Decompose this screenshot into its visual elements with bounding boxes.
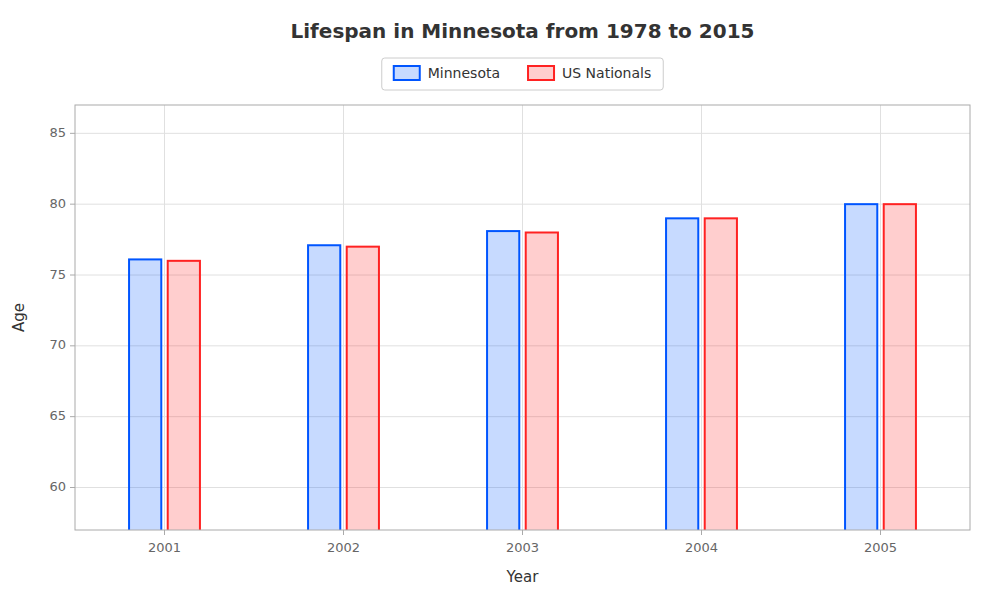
bar (705, 218, 737, 530)
tick-label: 75 (49, 267, 66, 282)
bar (666, 218, 698, 530)
tick-label: 2003 (506, 540, 539, 555)
x-axis: 2001 2002 2003 2004 2005 (148, 530, 897, 555)
legend-box (382, 58, 663, 90)
tick-mark (70, 416, 75, 417)
tick-mark (70, 345, 75, 346)
grid (75, 105, 970, 530)
bar (526, 233, 558, 531)
tick-label: 70 (49, 337, 66, 352)
bar (347, 247, 379, 530)
plot-frame (75, 105, 970, 530)
bar (845, 204, 877, 530)
grid-line (522, 105, 523, 530)
tick-label: 80 (49, 196, 66, 211)
y-axis-label: Age (10, 303, 28, 332)
legend-label: US Nationals (562, 65, 651, 81)
tick-label: 65 (49, 408, 66, 423)
y-axis: 60 65 70 75 80 85 (49, 125, 75, 494)
tick-label: 2001 (148, 540, 181, 555)
tick-mark (70, 487, 75, 488)
tick-label: 2005 (864, 540, 897, 555)
bars (129, 204, 916, 530)
tick-mark (70, 275, 75, 276)
tick-mark (70, 204, 75, 205)
tick-mark (701, 530, 702, 535)
tick-mark (70, 133, 75, 134)
legend-swatch (394, 66, 420, 80)
grid-line (164, 105, 165, 530)
chart: 60 65 70 75 80 85 2001 2002 2003 2004 2005 Year Age L… (0, 0, 1000, 600)
legend-label: Minnesota (428, 65, 500, 81)
x-axis-label: Year (506, 568, 540, 586)
tick-mark (164, 530, 165, 535)
tick-label: 85 (49, 125, 66, 140)
grid-line (880, 105, 881, 530)
bar (487, 231, 519, 530)
bar (129, 259, 161, 530)
bar (308, 245, 340, 530)
grid-line (701, 105, 702, 530)
grid-line (343, 105, 344, 530)
tick-mark (880, 530, 881, 535)
bar (168, 261, 200, 530)
tick-label: 2002 (327, 540, 360, 555)
chart-container: 60 65 70 75 80 85 2001 2002 2003 2004 2005 Year Age L… (0, 0, 1000, 600)
tick-label: 60 (49, 479, 66, 494)
title: Lifespan in Minnesota from 1978 to 2015 (291, 19, 755, 43)
bar (884, 204, 916, 530)
legend-item: Minnesota (394, 65, 500, 81)
tick-label: 2004 (685, 540, 718, 555)
legend-item: US Nationals (528, 65, 651, 81)
legend: Minnesota US Nationals (382, 58, 663, 90)
tick-mark (522, 530, 523, 535)
legend-swatch (528, 66, 554, 80)
tick-mark (343, 530, 344, 535)
